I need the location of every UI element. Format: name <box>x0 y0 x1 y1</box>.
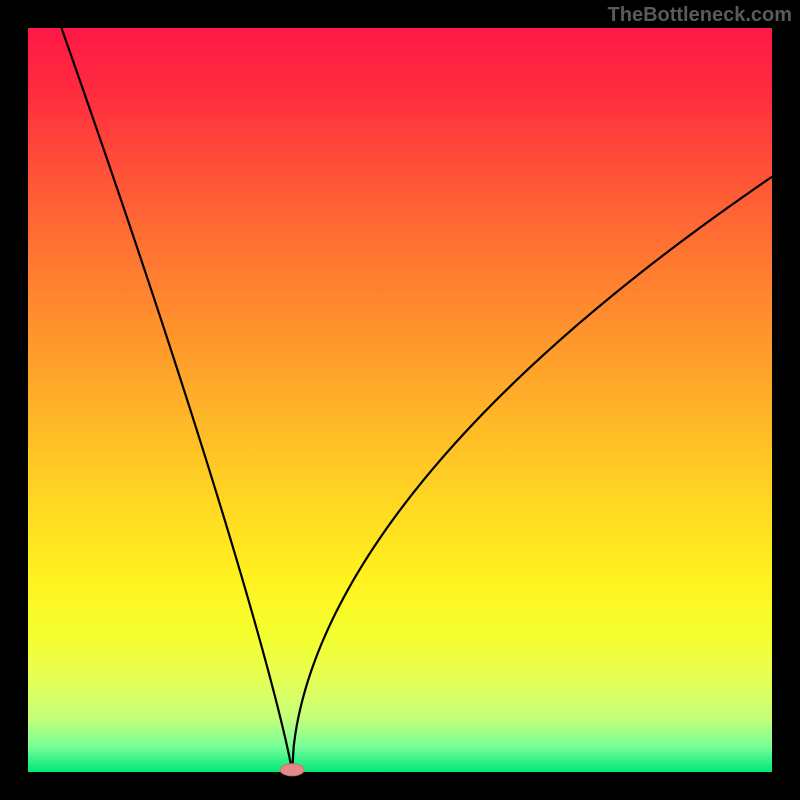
watermark-text: TheBottleneck.com <box>608 4 792 27</box>
optimal-point-marker <box>280 764 304 776</box>
chart-container: TheBottleneck.com <box>0 0 800 800</box>
bottleneck-chart <box>0 0 800 800</box>
chart-background <box>28 28 772 772</box>
